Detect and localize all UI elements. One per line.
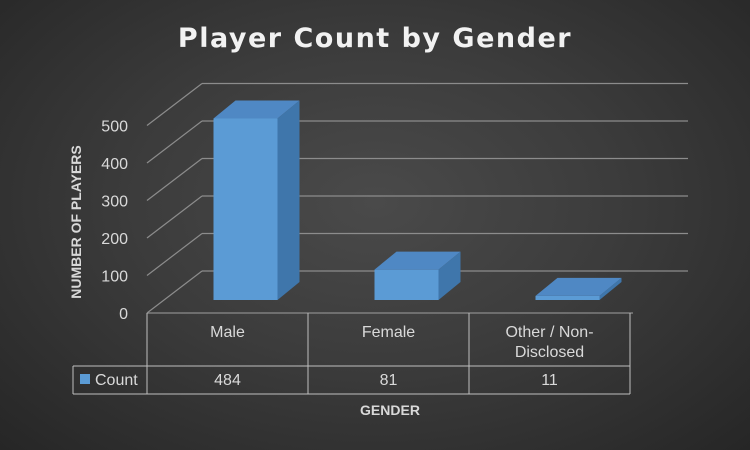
- bar-top-face: [535, 277, 622, 296]
- data-table: Male Female Other / Non- Disclosed Count 484 8…: [72, 313, 631, 395]
- bars: [213, 100, 622, 300]
- x-axis-title: GENDER: [360, 402, 420, 418]
- x-category-label: Other / Non-: [505, 324, 593, 341]
- bar-top-face: [374, 251, 461, 270]
- y-tick-label: 0: [119, 306, 128, 323]
- gridline-depth: [146, 233, 203, 276]
- bar-side-face: [599, 277, 622, 300]
- bar-front-face: [535, 295, 600, 300]
- gridline-depth: [146, 120, 203, 164]
- gridline-depth: [146, 270, 203, 314]
- y-tick-label: 100: [101, 269, 128, 286]
- chart-title: Player Count by Gender: [178, 23, 572, 54]
- x-category-label: Disclosed: [515, 344, 584, 361]
- data-value-label: 11: [541, 372, 558, 389]
- x-category-label: Female: [362, 324, 415, 341]
- data-value-label: 81: [380, 372, 398, 389]
- gridline-depth: [146, 83, 203, 126]
- bar-front-face: [213, 118, 278, 300]
- y-tick-label: 300: [101, 194, 128, 211]
- x-category-label: Male: [210, 324, 245, 341]
- legend-label: Count: [95, 372, 138, 389]
- bar: [213, 100, 300, 300]
- gridline-depth: [146, 195, 203, 239]
- data-value-label: 484: [214, 372, 241, 389]
- gridline-depth: [146, 158, 203, 201]
- y-tick-label: 200: [101, 231, 128, 248]
- bar: [374, 251, 461, 300]
- bar-top-face: [213, 100, 300, 119]
- bar-front-face: [374, 269, 439, 300]
- bar-side-face: [277, 100, 300, 300]
- bar: [535, 277, 622, 300]
- legend-swatch: [80, 374, 90, 384]
- y-axis-ticks: 0 100 200 300 400 500: [101, 119, 128, 324]
- y-axis-title: NUMBER OF PLAYERS: [68, 145, 84, 299]
- y-tick-label: 500: [101, 119, 128, 136]
- bar-side-face: [438, 251, 461, 300]
- y-tick-label: 400: [101, 156, 128, 173]
